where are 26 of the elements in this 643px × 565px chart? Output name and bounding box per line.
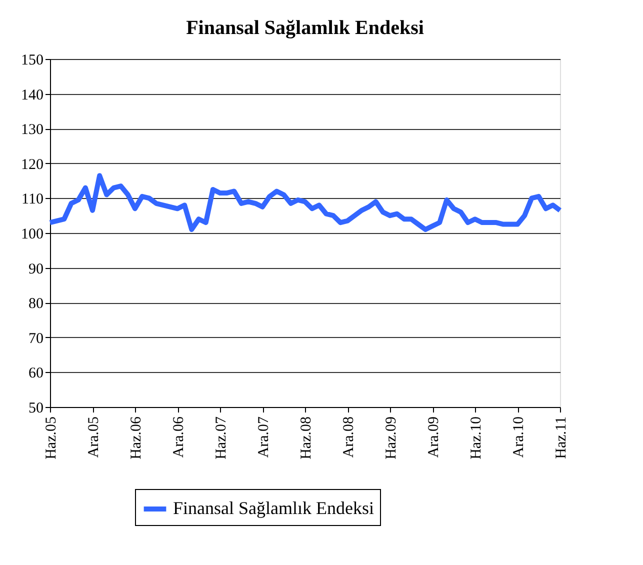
x-tick-label: Ara.09 — [426, 416, 442, 458]
legend-label: Finansal Sağlamlık Endeksi — [173, 498, 374, 518]
y-tick-label: 150 — [21, 52, 44, 68]
x-tick-label: Haz.07 — [214, 416, 230, 460]
y-tick-label: 80 — [28, 296, 44, 312]
y-tick-label: 120 — [21, 156, 44, 173]
y-tick-label: 50 — [28, 400, 44, 416]
y-tick-label: 100 — [21, 226, 44, 242]
x-tick-label: Haz.05 — [44, 416, 60, 460]
x-tick-label: Ara.07 — [256, 416, 272, 458]
x-tick-label: Ara.05 — [86, 416, 102, 458]
x-tick-label: Ara.06 — [171, 416, 187, 458]
y-tick-label: 60 — [28, 366, 44, 382]
x-tick-label: Haz.08 — [298, 416, 314, 460]
x-tick-label: Ara.10 — [511, 416, 527, 458]
x-tick-label: Ara.08 — [341, 416, 357, 458]
x-tick-label: Haz.09 — [384, 416, 400, 460]
y-tick-label: 130 — [21, 122, 44, 138]
y-tick-label: 110 — [22, 192, 44, 208]
chart-title: Finansal Sağlamlık Endeksi — [186, 17, 424, 39]
x-tick-label: Haz.06 — [128, 416, 144, 460]
x-tick-label: Haz.11 — [554, 416, 570, 459]
y-tick-label: 70 — [28, 330, 44, 347]
y-tick-label: 90 — [28, 261, 44, 278]
y-tick-label: 140 — [21, 87, 44, 104]
x-tick-label: Haz.10 — [468, 416, 484, 460]
